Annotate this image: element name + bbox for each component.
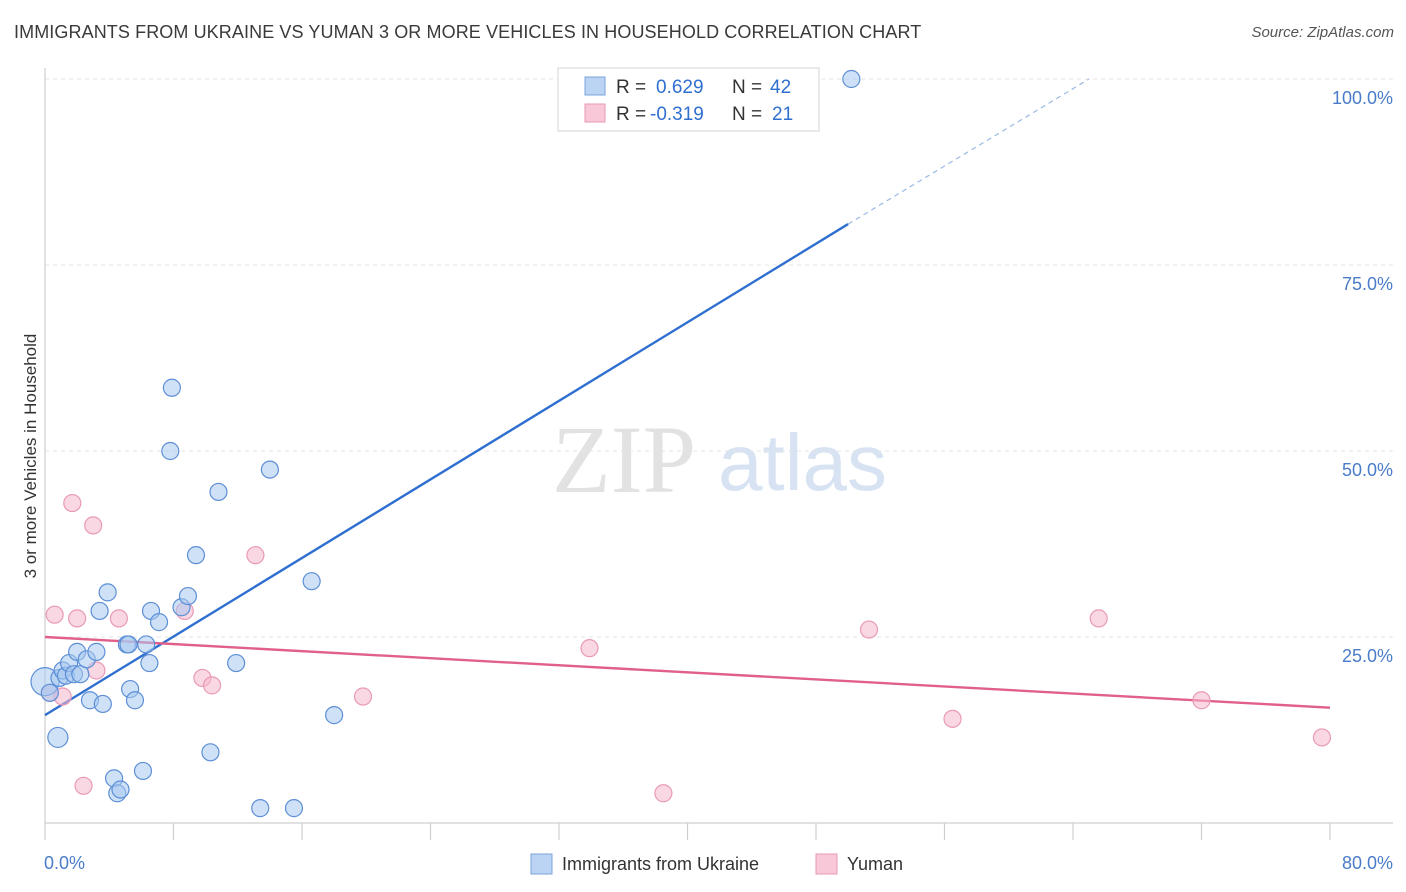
bottom-legend-swatch-yuman	[815, 853, 838, 875]
data-point-yuman	[68, 609, 87, 628]
data-point-yuman	[1312, 728, 1332, 747]
data-point-ukraine	[201, 743, 220, 762]
trend-line-ukraine	[44, 223, 849, 717]
trend-lines	[44, 78, 1331, 717]
y-tick-labels: 100.0% 75.0% 50.0% 25.0%	[1332, 88, 1393, 666]
trend-line-yuman	[44, 635, 1331, 709]
data-point-yuman	[654, 784, 673, 803]
legend: R = 0.629 N = 42 R = -0.319 N = 21	[557, 67, 820, 132]
data-point-ukraine	[40, 683, 59, 702]
data-point-ukraine	[162, 378, 181, 397]
data-point-ukraine	[284, 799, 304, 818]
chart-title: IMMIGRANTS FROM UKRAINE VS YUMAN 3 OR MO…	[14, 22, 922, 42]
data-point-yuman	[45, 605, 64, 624]
y-axis-label: 3 or more Vehicles in Household	[21, 334, 40, 579]
data-point-ukraine	[137, 635, 156, 654]
data-point-ukraine	[227, 653, 246, 673]
legend-n-label-ukraine: N =	[732, 77, 762, 98]
bottom-legend-swatch-ukraine	[530, 853, 553, 875]
data-point-ukraine	[47, 726, 69, 749]
data-point-yuman	[84, 516, 103, 535]
x-tick-label-max: 80.0%	[1342, 853, 1393, 873]
data-point-ukraine	[119, 635, 138, 654]
legend-r-label-yuman: R =	[616, 104, 646, 125]
data-point-yuman	[1192, 691, 1211, 710]
y-tick-label: 75.0%	[1342, 274, 1393, 294]
data-point-ukraine	[325, 706, 344, 725]
legend-r-label-ukraine: R =	[616, 77, 646, 98]
y-tick-label: 25.0%	[1342, 646, 1393, 666]
data-point-ukraine	[186, 546, 206, 565]
legend-n-label-yuman: N =	[732, 104, 762, 125]
data-point-ukraine	[260, 460, 279, 479]
legend-n-value-ukraine: 42	[770, 77, 791, 98]
watermark-atlas: atlas	[718, 418, 887, 507]
data-point-yuman	[943, 709, 962, 728]
data-point-ukraine	[90, 601, 109, 621]
bottom-legend: Immigrants from Ukraine Yuman	[530, 853, 903, 875]
data-point-yuman	[63, 493, 82, 513]
data-point-ukraine	[133, 761, 153, 781]
y-tick-label: 50.0%	[1342, 460, 1393, 480]
bottom-legend-label-yuman: Yuman	[847, 854, 903, 874]
data-point-ukraine	[302, 572, 321, 591]
trend-line-ukraine-extension	[847, 78, 1090, 225]
data-point-ukraine	[87, 642, 106, 661]
data-point-yuman	[74, 776, 93, 795]
legend-swatch-ukraine	[584, 76, 606, 96]
data-point-ukraine	[842, 69, 861, 89]
data-point-ukraine	[251, 799, 270, 818]
watermark-zip: ZIP	[552, 406, 696, 513]
data-points	[30, 69, 1332, 818]
data-point-ukraine	[111, 780, 130, 799]
data-point-yuman	[109, 609, 128, 628]
data-point-ukraine	[125, 691, 145, 710]
data-point-ukraine	[209, 482, 228, 502]
data-point-ukraine	[93, 694, 112, 714]
data-point-yuman	[246, 546, 265, 565]
data-point-yuman	[859, 620, 879, 639]
legend-r-value-yuman: -0.319	[650, 104, 704, 125]
data-point-ukraine	[149, 613, 169, 632]
y-tick-label: 100.0%	[1332, 88, 1393, 108]
legend-swatch-yuman	[584, 103, 606, 123]
data-point-yuman	[353, 687, 373, 706]
x-tick-label-min: 0.0%	[44, 853, 85, 873]
data-point-ukraine	[140, 653, 159, 673]
legend-n-value-yuman: 21	[772, 104, 793, 125]
bottom-legend-label-ukraine: Immigrants from Ukraine	[562, 854, 759, 874]
data-point-ukraine	[161, 441, 180, 461]
data-point-ukraine	[98, 583, 117, 602]
source-label: Source: ZipAtlas.com	[1251, 24, 1394, 41]
legend-r-value-ukraine: 0.629	[656, 77, 704, 98]
data-point-yuman	[580, 639, 599, 658]
data-point-yuman	[1089, 609, 1108, 628]
data-point-ukraine	[178, 586, 198, 606]
data-point-yuman	[202, 676, 222, 695]
